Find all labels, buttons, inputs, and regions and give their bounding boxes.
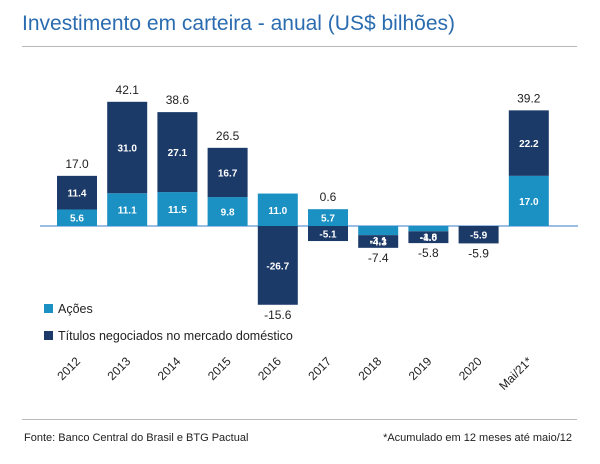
legend-label-acoes: Ações bbox=[58, 302, 93, 316]
bar-label-titulos: 27.1 bbox=[168, 148, 188, 159]
bar-label-acoes: 5.7 bbox=[321, 214, 335, 225]
bar-label-acoes: 11.0 bbox=[268, 206, 287, 217]
x-tick-label: 2013 bbox=[105, 354, 134, 383]
bar-acoes bbox=[57, 209, 97, 226]
bar-label-acoes: 5.6 bbox=[70, 214, 84, 225]
bar-titulos bbox=[157, 112, 198, 193]
x-tick-label: 2020 bbox=[456, 354, 485, 383]
x-tick-label: 2012 bbox=[54, 354, 83, 383]
footer-divider bbox=[22, 419, 577, 420]
legend-label-titulos: Títulos negociados no mercado doméstico bbox=[58, 329, 293, 343]
bar-total-label: 38.6 bbox=[166, 93, 190, 107]
bar-label-acoes: 11.1 bbox=[118, 206, 137, 217]
bar-label-titulos: -4.3 bbox=[370, 237, 388, 248]
bar-total-label: 0.6 bbox=[320, 190, 337, 204]
bar-titulos bbox=[358, 235, 399, 248]
bar-total-label: -7.4 bbox=[368, 251, 389, 265]
bar-titulos bbox=[207, 147, 248, 198]
bar-acoes bbox=[308, 209, 348, 226]
source-note: Fonte: Banco Central do Brasil e BTG Pac… bbox=[24, 432, 249, 444]
bar-total-label: 26.5 bbox=[216, 129, 240, 143]
bar-titulos bbox=[257, 226, 298, 305]
x-tick-label: 2019 bbox=[406, 354, 435, 383]
bar-label-titulos: -26.7 bbox=[266, 261, 289, 272]
chart-title: Investimento em carteira - anual (US$ bi… bbox=[22, 12, 456, 35]
bar-acoes bbox=[358, 226, 399, 236]
bar-label-titulos: -4.0 bbox=[420, 233, 438, 244]
x-tick-label: 2018 bbox=[356, 354, 385, 383]
bar-label-titulos: 31.0 bbox=[117, 144, 137, 155]
bar-label-acoes: -1.8 bbox=[420, 232, 438, 243]
footnote: *Acumulado em 12 meses até maio/12 bbox=[383, 432, 572, 444]
bar-acoes bbox=[207, 197, 248, 226]
bar-label-acoes: 11.5 bbox=[168, 205, 187, 216]
bar-label-titulos: 16.7 bbox=[218, 168, 238, 179]
bar-total-label: -15.6 bbox=[264, 308, 292, 322]
bar-acoes bbox=[508, 175, 549, 226]
bar-label-acoes: -3.1 bbox=[370, 236, 388, 247]
bar-acoes bbox=[107, 193, 148, 226]
bar-titulos bbox=[458, 226, 499, 244]
bar-total-label: -5.8 bbox=[418, 246, 439, 260]
bar-label-acoes: 9.8 bbox=[221, 208, 235, 219]
legend-swatch-titulos bbox=[44, 331, 53, 340]
x-tick-label: 2015 bbox=[205, 354, 234, 383]
bar-total-label: 42.1 bbox=[116, 83, 140, 97]
bar-total-label: 17.0 bbox=[65, 157, 89, 171]
bar-acoes bbox=[157, 192, 198, 226]
bar-acoes bbox=[408, 226, 449, 232]
bar-titulos bbox=[107, 101, 148, 194]
bar-total-label: 39.2 bbox=[517, 91, 541, 105]
bar-label-titulos: -5.9 bbox=[470, 231, 488, 242]
bar-label-acoes: 17.0 bbox=[519, 197, 539, 208]
bar-label-titulos: 11.4 bbox=[68, 189, 87, 200]
legend-swatch-acoes bbox=[44, 304, 53, 313]
bar-acoes bbox=[257, 193, 298, 226]
bar-titulos bbox=[508, 110, 549, 176]
bar-total-label: -5.9 bbox=[468, 246, 489, 260]
bar-titulos bbox=[57, 175, 97, 210]
x-tick-label: Mai/21* bbox=[496, 354, 535, 393]
bar-label-titulos: -5.1 bbox=[319, 230, 337, 241]
x-tick-label: 2014 bbox=[155, 354, 184, 383]
title-divider bbox=[22, 46, 577, 47]
x-tick-label: 2016 bbox=[255, 354, 284, 383]
bar-titulos bbox=[408, 231, 449, 244]
x-tick-label: 2017 bbox=[305, 354, 334, 383]
bar-titulos bbox=[308, 226, 348, 242]
bar-label-titulos: 22.2 bbox=[519, 139, 539, 150]
